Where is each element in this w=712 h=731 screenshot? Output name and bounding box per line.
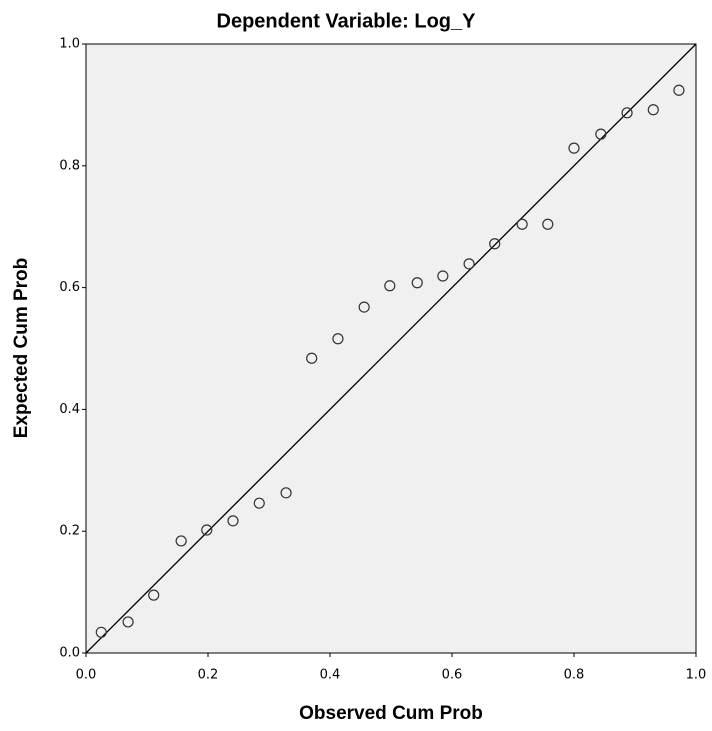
- y-tick-label: 0.8: [59, 158, 80, 173]
- point: [306, 352, 318, 364]
- point: [148, 589, 160, 601]
- y-tick-label: 0.0: [59, 646, 80, 661]
- point: [542, 218, 554, 230]
- point: [489, 238, 501, 250]
- point: [463, 258, 475, 270]
- y-tick-label: 1.0: [59, 37, 80, 52]
- plot-border: [85, 43, 697, 654]
- point: [516, 218, 528, 230]
- y-tick-label: 0.4: [59, 402, 80, 417]
- chart-title: Dependent Variable: Log_Y: [217, 10, 477, 32]
- point: [227, 515, 239, 527]
- reference-line: [85, 43, 697, 654]
- point: [122, 616, 134, 628]
- y-tick-label: 0.6: [59, 280, 80, 295]
- x-tick-label: 0.2: [198, 668, 219, 683]
- point: [332, 333, 344, 345]
- y-tick-label: 0.2: [59, 524, 80, 539]
- point: [358, 301, 370, 313]
- point: [384, 280, 396, 292]
- x-tick-label: 1.0: [686, 668, 707, 683]
- point: [673, 84, 685, 96]
- point: [411, 277, 423, 289]
- x-axis-title: Observed Cum Prob: [299, 703, 483, 724]
- x-tick-label: 0.4: [320, 668, 341, 683]
- point: [95, 626, 107, 638]
- x-tick-label: 0.0: [76, 668, 97, 683]
- point: [437, 270, 449, 282]
- point: [595, 128, 607, 140]
- point: [253, 497, 265, 509]
- point: [647, 104, 659, 116]
- point: [280, 487, 292, 499]
- point: [201, 524, 213, 536]
- point: [175, 535, 187, 547]
- y-axis-title: Expected Cum Prob: [11, 258, 32, 439]
- x-tick-label: 0.8: [564, 668, 585, 683]
- x-tick-label: 0.6: [442, 668, 463, 683]
- point: [621, 107, 633, 119]
- point: [568, 142, 580, 154]
